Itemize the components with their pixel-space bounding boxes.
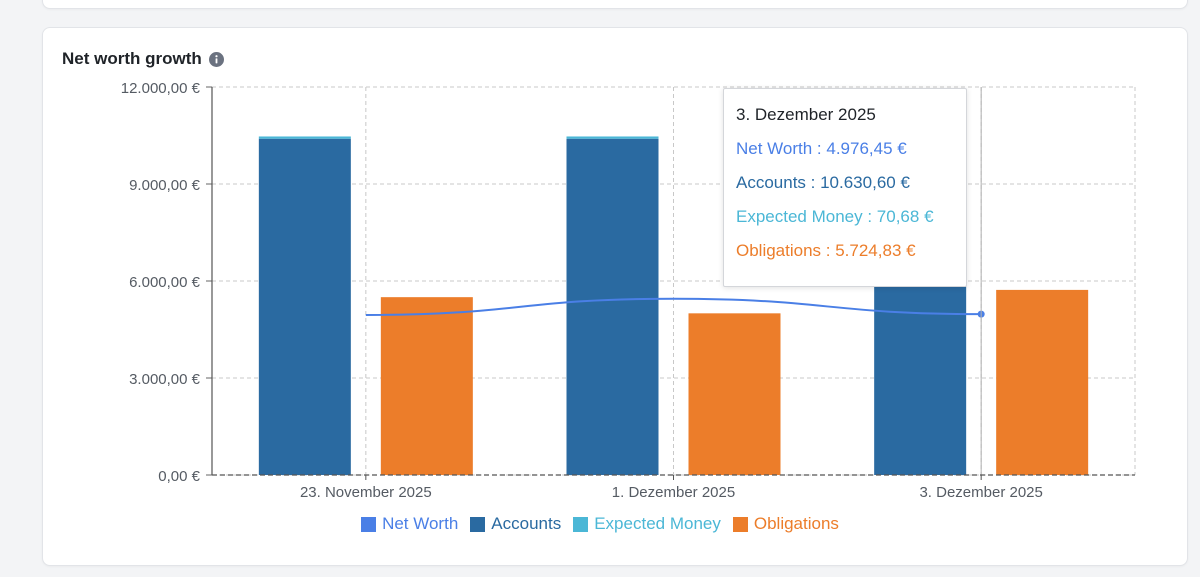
chart-legend: Net Worth Accounts Expected Money Obliga… — [0, 514, 1200, 534]
legend-label-obligations: Obligations — [753, 514, 839, 533]
y-tick-label: 9.000,00 € — [129, 177, 201, 194]
x-tick-label: 1. Dezember 2025 — [612, 484, 735, 501]
bar-expected-money — [566, 136, 659, 139]
tooltip-title: 3. Dezember 2025 — [736, 105, 876, 124]
tooltip-obligations: Obligations : 5.724,83 € — [736, 241, 916, 260]
y-tick-label: 12.000,00 € — [121, 80, 201, 97]
x-tick-label: 3. Dezember 2025 — [919, 484, 1042, 501]
info-icon[interactable] — [208, 51, 224, 67]
bar-expected-money — [258, 136, 351, 139]
chart-tooltip: 3. Dezember 2025 Net Worth : 4.976,45 € … — [723, 88, 967, 287]
tooltip-net-worth: Net Worth : 4.976,45 € — [736, 139, 907, 158]
bar-accounts — [566, 138, 659, 475]
tooltip-accounts: Accounts : 10.630,60 € — [736, 173, 910, 192]
legend-label-expected-money: Expected Money — [594, 514, 721, 533]
legend-swatch-obligations — [732, 516, 748, 532]
legend-net-worth[interactable]: Net Worth — [361, 514, 458, 534]
tooltip-expected-money: Expected Money : 70,68 € — [736, 207, 934, 226]
card-title: Net worth growth — [62, 49, 224, 69]
y-tick-label: 6.000,00 € — [129, 274, 201, 291]
bar-accounts — [258, 138, 351, 475]
legend-expected-money[interactable]: Expected Money — [573, 514, 721, 534]
legend-label-net-worth: Net Worth — [382, 514, 459, 533]
legend-swatch-accounts — [470, 516, 486, 532]
chart-line — [365, 87, 985, 475]
card-title-text: Net worth growth — [62, 49, 202, 68]
legend-swatch-expected-money — [573, 516, 589, 532]
legend-obligations[interactable]: Obligations — [732, 514, 839, 534]
y-tick-label: 3.000,00 € — [129, 371, 201, 388]
legend-label-accounts: Accounts — [491, 514, 562, 533]
legend-swatch-net-worth — [361, 516, 377, 532]
line-net-worth — [365, 297, 982, 316]
y-tick-label: 0,00 € — [158, 468, 200, 485]
x-tick-label: 23. November 2025 — [300, 484, 432, 501]
bar-obligations — [380, 297, 473, 475]
chart-axes: 0,00 € 3.000,00 € 6.000,00 € 9.000,00 € 12.0… — [121, 80, 1135, 501]
bar-obligations — [996, 289, 1089, 475]
bar-obligations — [688, 313, 781, 475]
legend-accounts[interactable]: Accounts — [470, 514, 561, 534]
